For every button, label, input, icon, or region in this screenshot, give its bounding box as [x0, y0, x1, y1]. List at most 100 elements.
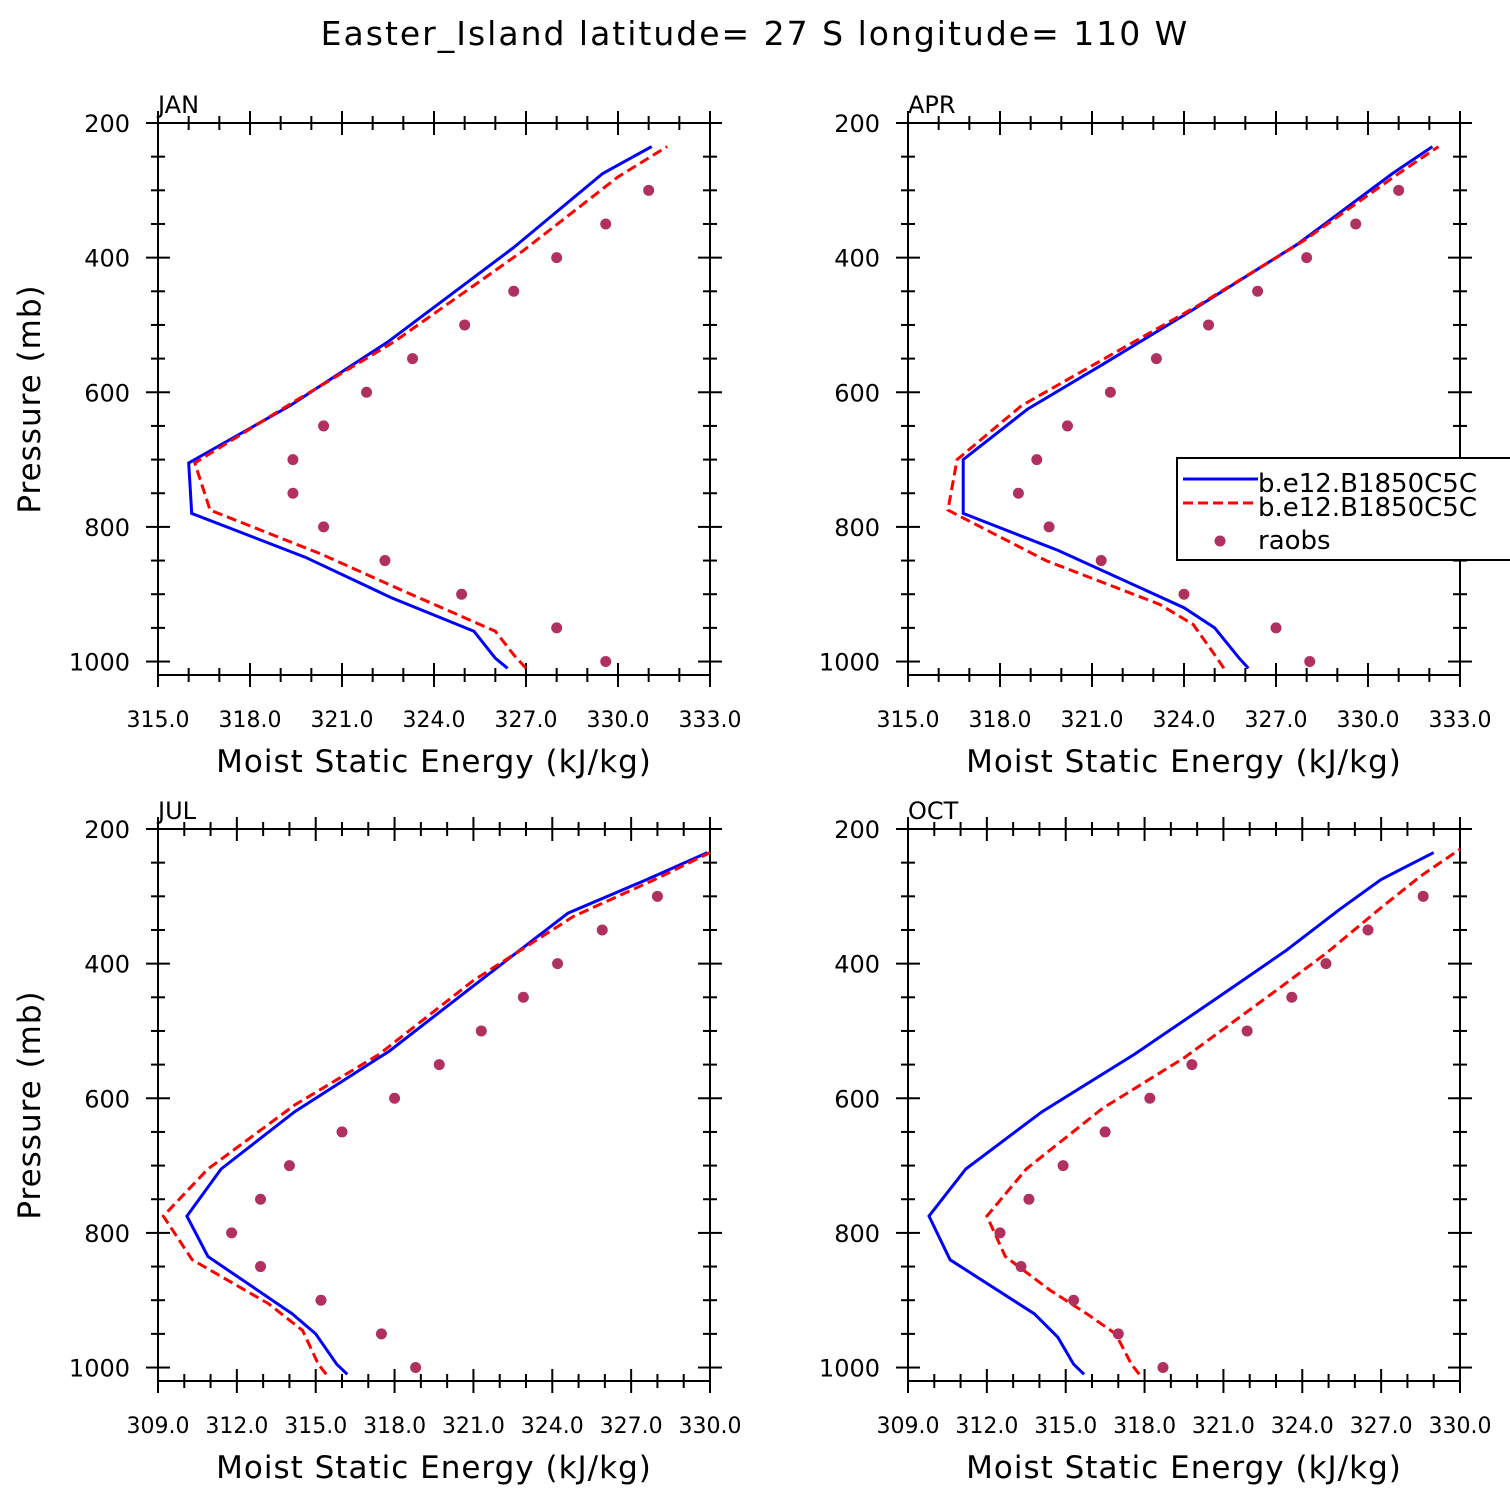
raobs-point	[1320, 958, 1332, 970]
x-tick-label: 327.0	[1350, 1414, 1413, 1439]
x-tick-label: 312.0	[205, 1414, 268, 1439]
raobs-point	[287, 487, 299, 499]
x-tick-label: 333.0	[679, 708, 742, 733]
panel-jul: JUL 200 400 600 800 1000 309.0 312.0 315.0 318.0 3…	[12, 797, 741, 1486]
x-tick-label: 318.0	[219, 708, 282, 733]
x-tick-label: 324.0	[1271, 1414, 1334, 1439]
panel-label: APR	[908, 91, 956, 119]
panel-label: OCT	[908, 797, 959, 825]
raobs-point	[1350, 218, 1362, 230]
raobs-point	[1178, 588, 1190, 600]
y-tick-label: 600	[834, 1085, 880, 1113]
x-tick-label: 327.0	[600, 1414, 663, 1439]
model-line-dashed	[161, 851, 711, 1376]
x-tick-label: 330.0	[1337, 708, 1400, 733]
raobs-point	[551, 252, 563, 264]
raobs-point	[1012, 487, 1024, 499]
raobs-point	[255, 1261, 267, 1273]
y-tick-label: 200	[84, 816, 130, 844]
raobs-point	[1099, 1126, 1111, 1138]
legend-marker-raobs	[1214, 535, 1226, 547]
raobs-point	[552, 958, 564, 970]
legend-label: b.e12.B1850C5C	[1258, 493, 1477, 523]
raobs-point	[336, 1126, 348, 1138]
model-line-solid	[961, 145, 1434, 670]
raobs-point	[410, 1362, 422, 1374]
y-tick-label: 800	[834, 1220, 880, 1248]
x-tick-label: 324.0	[1153, 708, 1216, 733]
y-tick-label: 600	[84, 379, 130, 407]
x-tick-label: 315.0	[877, 708, 940, 733]
x-axis-label: Moist Static Energy (kJ/kg)	[216, 1450, 652, 1486]
model-line-dashed	[946, 145, 1440, 670]
x-tick-label: 327.0	[1245, 708, 1308, 733]
raobs-point	[1061, 420, 1073, 432]
x-tick-label: 315.0	[284, 1414, 347, 1439]
raobs-point	[1068, 1294, 1080, 1306]
x-axis-label: Moist Static Energy (kJ/kg)	[216, 744, 652, 780]
raobs-point	[1286, 991, 1298, 1003]
x-tick-label: 321.0	[1061, 708, 1124, 733]
y-tick-label: 600	[834, 379, 880, 407]
raobs-point	[1186, 1059, 1198, 1071]
raobs-point	[389, 1092, 401, 1104]
y-tick-label: 800	[84, 514, 130, 542]
model-line-dashed	[193, 145, 668, 670]
raobs-point	[379, 555, 391, 567]
raobs-point	[1031, 454, 1043, 466]
raobs-point	[1157, 1362, 1169, 1374]
y-tick-label: 800	[834, 514, 880, 542]
raobs-point	[1104, 386, 1116, 398]
raobs-point	[318, 521, 330, 533]
raobs-point	[1203, 319, 1215, 331]
plot-frame	[157, 122, 711, 676]
panel-oct: OCT 200 400 600 800 1000 309.0 312.0 315.0 318.0 3…	[819, 797, 1492, 1486]
y-tick-label: 400	[834, 951, 880, 979]
x-tick-label: 321.0	[311, 708, 374, 733]
x-tick-label: 318.0	[969, 708, 1032, 733]
raobs-point	[1095, 555, 1107, 567]
x-tick-label: 324.0	[403, 708, 466, 733]
raobs-point	[596, 924, 608, 936]
raobs-point	[318, 420, 330, 432]
raobs-point	[1393, 184, 1405, 196]
y-axis-label: Pressure (mb)	[12, 990, 48, 1219]
y-tick-label: 1000	[819, 1355, 880, 1383]
raobs-point	[361, 386, 373, 398]
raobs-point	[517, 991, 529, 1003]
raobs-point	[1301, 252, 1313, 264]
raobs-point	[1150, 353, 1162, 365]
raobs-point	[1043, 521, 1055, 533]
y-tick-label: 1000	[69, 1355, 130, 1383]
raobs-point	[1417, 890, 1429, 902]
raobs-point	[226, 1227, 238, 1239]
raobs-point	[407, 353, 419, 365]
x-axis-label: Moist Static Energy (kJ/kg)	[966, 1450, 1402, 1486]
raobs-point	[315, 1294, 327, 1306]
raobs-point	[1057, 1160, 1069, 1172]
y-tick-label: 200	[84, 110, 130, 138]
model-line-dashed	[985, 847, 1461, 1376]
x-tick-label: 309.0	[877, 1414, 940, 1439]
raobs-point	[1112, 1328, 1124, 1340]
raobs-point	[651, 890, 663, 902]
plot-frame	[157, 828, 711, 1382]
raobs-point	[456, 588, 468, 600]
y-axis-label: Pressure (mb)	[12, 284, 48, 513]
raobs-point	[459, 319, 471, 331]
x-tick-label: 330.0	[1429, 1414, 1492, 1439]
raobs-point	[1304, 656, 1316, 668]
y-tick-label: 400	[84, 951, 130, 979]
x-tick-label: 330.0	[679, 1414, 742, 1439]
panel-jan: JAN 200 400 600 800 1000 315.0 318.0 321.0 324.0 3…	[12, 91, 741, 780]
plot-frame	[907, 828, 1461, 1382]
x-tick-label: 318.0	[1113, 1414, 1176, 1439]
x-tick-label: 321.0	[1192, 1414, 1255, 1439]
raobs-point	[375, 1328, 387, 1340]
y-tick-label: 1000	[69, 649, 130, 677]
y-tick-label: 200	[834, 816, 880, 844]
raobs-point	[287, 454, 299, 466]
x-tick-label: 315.0	[1034, 1414, 1097, 1439]
